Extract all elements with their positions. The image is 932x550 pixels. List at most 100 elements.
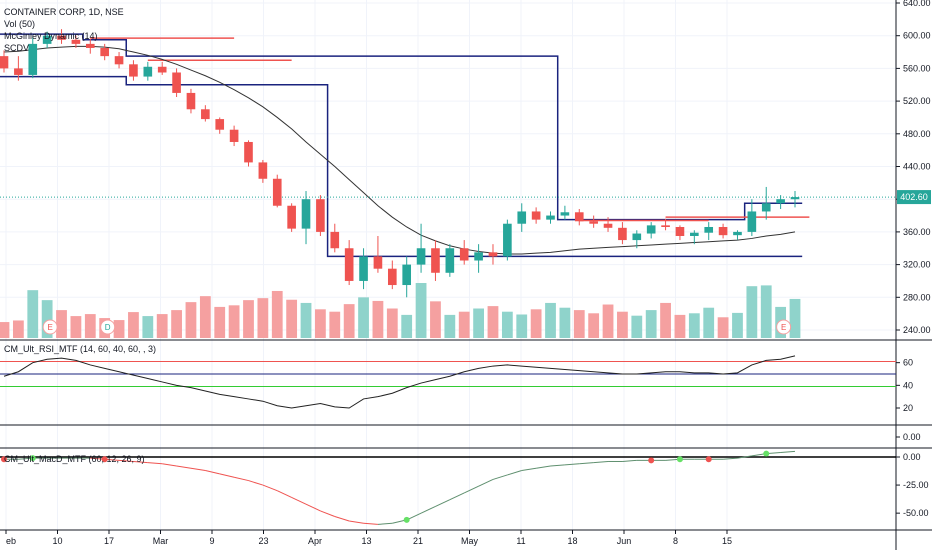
candle-body bbox=[459, 248, 469, 261]
volume-bar bbox=[0, 322, 10, 338]
candle-body bbox=[733, 231, 742, 236]
candle-body bbox=[690, 232, 699, 236]
time-tick-label-1: 10 bbox=[52, 536, 62, 546]
candle bbox=[201, 105, 210, 122]
candle bbox=[258, 159, 268, 183]
volume-bar bbox=[142, 316, 154, 338]
legend-rsi: CM_Ult_RSI_MTF (14, 60, 40, 60, , 3) bbox=[4, 344, 156, 354]
macd-line-segment bbox=[464, 485, 479, 494]
rsi-tick-label-0: 60 bbox=[903, 358, 913, 368]
volume-bars bbox=[0, 283, 801, 338]
event-marker-label: E bbox=[47, 323, 52, 332]
candle-body bbox=[445, 248, 455, 273]
volume-bar bbox=[329, 311, 341, 338]
candle bbox=[100, 43, 109, 61]
candle bbox=[215, 117, 225, 134]
volume-bar bbox=[401, 314, 413, 338]
candle bbox=[431, 240, 440, 281]
volume-bar bbox=[573, 310, 585, 338]
macd-pane bbox=[0, 450, 896, 525]
candle-body bbox=[186, 92, 196, 110]
macd-line-segment bbox=[147, 462, 163, 465]
candle-body bbox=[14, 68, 23, 75]
candle-body bbox=[359, 256, 368, 281]
macd-line-segment bbox=[780, 450, 796, 453]
volume-bar bbox=[214, 306, 226, 338]
volume-bar bbox=[602, 304, 614, 338]
macd-line-segment bbox=[478, 478, 494, 487]
volume-bar bbox=[271, 290, 283, 338]
last-price-label: 402.60 bbox=[900, 192, 928, 202]
macd-cross-dot-6 bbox=[705, 456, 712, 463]
time-tick-label-13: 8 bbox=[673, 536, 678, 546]
candle bbox=[574, 209, 584, 226]
volume-bar bbox=[631, 315, 643, 338]
candle-body bbox=[272, 178, 282, 206]
candle bbox=[373, 235, 383, 273]
price-tick-label-10: 240.00 bbox=[903, 325, 931, 335]
time-axis: eb 10 17 Mar 9 23 Apr 13 21 May 11 18 Jun 8 15 bbox=[5, 530, 732, 546]
legend-scdv: SCDV bbox=[4, 43, 29, 53]
volume-bar bbox=[746, 286, 758, 338]
volume-bar bbox=[703, 307, 715, 338]
volume-bar bbox=[56, 310, 67, 338]
volume-bar bbox=[617, 311, 628, 338]
volume-bar bbox=[430, 301, 441, 338]
candle bbox=[474, 244, 483, 273]
volume-bar bbox=[243, 300, 254, 338]
candle bbox=[172, 68, 181, 98]
mcginley-dynamic-line bbox=[3, 45, 796, 255]
macd-cross-dot-7 bbox=[763, 450, 770, 457]
candle-body bbox=[330, 231, 340, 249]
macd-line-segment bbox=[262, 484, 278, 492]
volume-bar bbox=[501, 311, 513, 338]
candle-body bbox=[57, 35, 66, 40]
volume-bar bbox=[228, 305, 240, 338]
candle-body bbox=[431, 248, 440, 273]
candle-body bbox=[316, 199, 325, 232]
legend-macd: CM_Ult_MacD_MTF (60, 12, 26, 9) bbox=[4, 454, 145, 464]
legend-volume: Vol (50) bbox=[4, 19, 35, 29]
candle bbox=[143, 61, 153, 81]
volume-bar bbox=[12, 320, 24, 338]
mcginley-line bbox=[0, 45, 896, 255]
volume-bar bbox=[171, 310, 182, 338]
volume-bar bbox=[415, 283, 427, 338]
candle-body bbox=[503, 223, 512, 257]
candle-body bbox=[474, 252, 483, 261]
macd-cross-dot-5 bbox=[676, 456, 683, 463]
channel-lower bbox=[0, 75, 803, 258]
candle bbox=[517, 203, 527, 232]
candle bbox=[57, 29, 66, 44]
candle bbox=[416, 223, 426, 273]
macd-line-segment bbox=[320, 510, 335, 517]
candle bbox=[316, 195, 325, 236]
candle-body bbox=[301, 199, 311, 229]
volume-bar bbox=[315, 309, 326, 338]
price-tick-label-3: 520.00 bbox=[903, 96, 931, 106]
volume-bar bbox=[545, 302, 556, 338]
time-tick-label-14: 15 bbox=[722, 536, 732, 546]
candle bbox=[661, 218, 670, 231]
candle bbox=[459, 240, 469, 265]
event-marker-0: E bbox=[42, 319, 58, 335]
candle-body bbox=[258, 162, 268, 179]
candle-body bbox=[517, 211, 527, 224]
candle bbox=[387, 260, 397, 290]
macd-line-segment bbox=[176, 465, 192, 469]
rsi-tick-label-1: 40 bbox=[903, 380, 913, 390]
rsi-pane bbox=[0, 355, 896, 409]
volume-bar bbox=[645, 310, 657, 338]
candle bbox=[618, 222, 627, 245]
macd-line-segment bbox=[363, 522, 378, 525]
candle bbox=[28, 37, 38, 79]
price-tick-label-2: 560.00 bbox=[903, 63, 931, 73]
candle bbox=[603, 217, 613, 232]
candle-body bbox=[603, 223, 613, 228]
macd-line-segment bbox=[162, 463, 177, 467]
candle-body bbox=[143, 66, 153, 77]
candle bbox=[445, 244, 455, 277]
volume-bar bbox=[286, 299, 298, 338]
